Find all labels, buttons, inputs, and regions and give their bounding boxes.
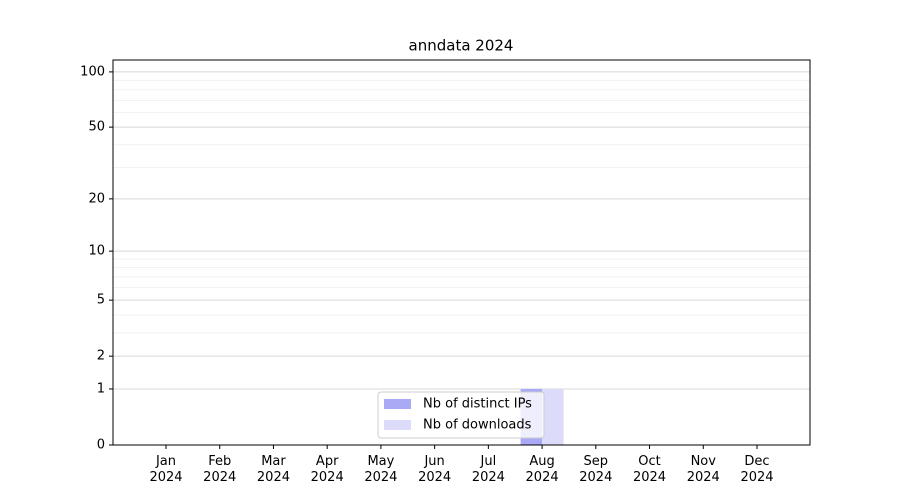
x-tick-label: May 2024 [364,454,397,485]
y-tick-label: 100 [80,64,105,79]
x-tick-label: Feb 2024 [203,454,236,485]
legend-box [377,391,545,439]
x-tick-label: Aug 2024 [526,454,559,485]
legend-label: Nb of distinct IPs [423,397,532,412]
x-tick-label: Jun 2024 [418,454,451,485]
bar [542,388,564,445]
x-tick-label: Jan 2024 [149,454,182,485]
plot-frame [112,59,811,446]
y-tick-label: 10 [88,244,105,259]
x-tick-label: Nov 2024 [687,454,720,485]
legend-swatch [384,420,411,430]
legend-swatch [384,399,411,409]
x-tick-label: Dec 2024 [740,454,773,485]
x-tick-label: Sep 2024 [579,454,612,485]
x-tick-label: Mar 2024 [257,454,290,485]
y-tick-label: 2 [97,349,105,364]
chart-title: anndata 2024 [409,37,514,55]
y-tick-label: 5 [97,293,105,308]
legend-label: Nb of downloads [423,418,532,433]
x-tick-label: Jul 2024 [472,454,505,485]
x-tick-label: Apr 2024 [311,454,344,485]
y-tick-label: 0 [97,438,105,453]
y-tick-label: 1 [97,381,105,396]
x-tick-label: Oct 2024 [633,454,666,485]
y-tick-label: 50 [88,120,105,135]
y-tick-label: 20 [88,191,105,206]
